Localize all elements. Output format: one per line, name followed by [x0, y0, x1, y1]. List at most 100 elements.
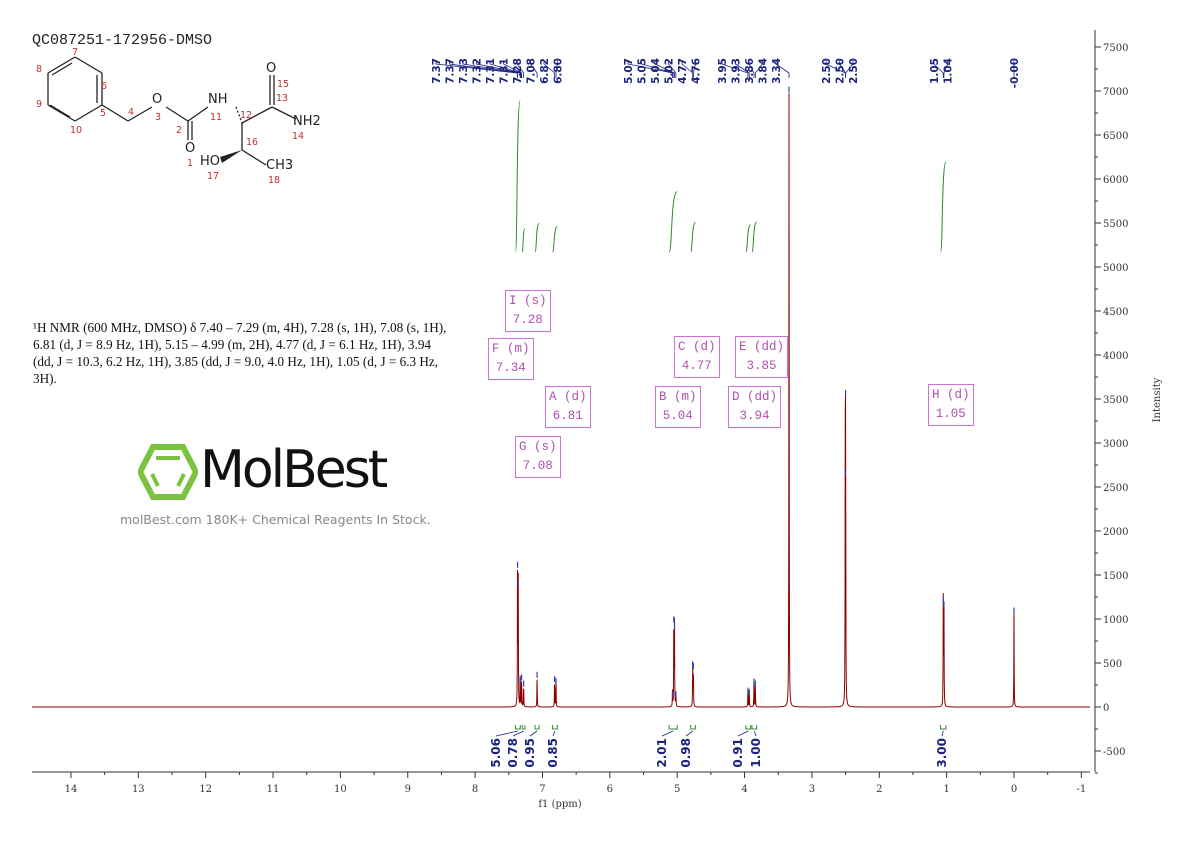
- integral-value: 0.91: [731, 738, 745, 768]
- peak-label: 5.02: [664, 58, 676, 84]
- peak-label-connector: [845, 61, 854, 78]
- peak-label: 7.37: [445, 58, 457, 84]
- y-tick-label: 7500: [1103, 43, 1128, 54]
- peak-label-connector: [943, 61, 948, 78]
- y-axis-label: Intensity: [1152, 377, 1163, 422]
- peak-label-connector: [641, 61, 675, 78]
- peak-label-connector: [754, 61, 763, 78]
- watermark-tagline: molBest.com 180K+ Chemical Reagents In S…: [120, 512, 431, 527]
- y-tick-label: 1500: [1103, 571, 1128, 582]
- multiplet-box-c: C (d) 4.77: [674, 336, 720, 378]
- peak-label: 2.50: [821, 58, 833, 84]
- integral-curve: [940, 161, 947, 253]
- x-tick-label: 0: [1011, 784, 1017, 795]
- multiplet-shift: 4.77: [681, 359, 712, 373]
- x-tick-label: 13: [132, 784, 145, 795]
- molecule-structure: O NH O O NH2 HO CH3 1 2 3 4 5 6 7 8 9 10…: [36, 47, 321, 186]
- integral-value: 0.85: [546, 738, 560, 768]
- atom-number: 4: [128, 107, 134, 118]
- x-tick-label: 3: [809, 784, 815, 795]
- y-tick-label: 2000: [1103, 527, 1128, 538]
- x-tick-label: 14: [65, 784, 78, 795]
- atom-o15: O: [266, 61, 276, 76]
- peak-label-connector: [503, 61, 522, 78]
- integral-curve: [534, 223, 540, 253]
- integral-value: 0.78: [506, 738, 520, 768]
- integral-connector: [552, 730, 556, 737]
- x-tick-label: 7: [539, 784, 545, 795]
- multiplet-label: D (dd): [732, 390, 778, 404]
- integral-bracket: [690, 725, 696, 730]
- multiplet-shift: 7.08: [522, 459, 553, 473]
- peak-label: 6.82: [539, 58, 551, 84]
- peak-label: 7.37: [431, 58, 443, 84]
- peak-label-connector: [775, 61, 790, 78]
- peak-label: 3.34: [771, 58, 783, 84]
- atom-ch3: CH3: [266, 158, 293, 173]
- peak-label-connector: [933, 61, 944, 78]
- y-tick-label: 3500: [1103, 395, 1128, 406]
- peak-label-connector: [476, 61, 522, 78]
- integral-value: 0.95: [523, 738, 537, 768]
- integral-value: 3.00: [935, 738, 949, 768]
- peak-label: 2.50: [835, 58, 847, 84]
- multiplet-label: B (m): [659, 390, 697, 404]
- y-tick-label: 0: [1103, 703, 1109, 714]
- integral-curve: [690, 222, 696, 253]
- x-tick-label: 8: [472, 784, 478, 795]
- peak-label-connector: [748, 61, 755, 78]
- atom-number: 18: [268, 175, 280, 186]
- y-tick-label: -500: [1103, 747, 1125, 758]
- integral-value: 5.06: [489, 738, 503, 768]
- atom-nh2: NH2: [293, 114, 321, 129]
- atom-number: 15: [277, 79, 289, 90]
- integral-curve: [745, 224, 752, 253]
- atom-number: 17: [207, 171, 219, 182]
- integral-connector: [529, 730, 538, 737]
- integral-bracket: [521, 725, 526, 730]
- peak-label-connector: [543, 61, 556, 78]
- peak-label: 5.07: [623, 58, 635, 84]
- y-tick-label: 500: [1103, 659, 1122, 670]
- x-tick-label: 2: [876, 784, 882, 795]
- atom-number: 16: [246, 137, 258, 148]
- sample-name: QC087251-172956-DMSO: [32, 32, 213, 49]
- atom-o1: O: [185, 141, 195, 156]
- peak-label: 7.33: [458, 58, 470, 84]
- multiplet-shift: 7.28: [512, 313, 543, 327]
- peak-label: 7.28: [512, 58, 524, 84]
- peak-label: 3.95: [717, 58, 729, 84]
- integral-curve: [751, 221, 758, 253]
- integral-value: 0.98: [679, 738, 693, 768]
- peak-label: 7.08: [526, 58, 538, 84]
- y-tick-label: 6500: [1103, 131, 1128, 142]
- multiplet-label: H (d): [932, 388, 970, 402]
- multiplet-shift: 3.85: [746, 359, 777, 373]
- integral-connector: [941, 730, 944, 737]
- peak-label: 1.05: [929, 58, 941, 84]
- multiplet-box-i: I (s) 7.28: [505, 290, 551, 332]
- atom-o3: O: [152, 92, 162, 107]
- multiplet-label: G (s): [519, 440, 557, 454]
- peak-label-connector: [721, 61, 749, 78]
- atom-number: 14: [292, 131, 304, 142]
- atom-number: 9: [36, 99, 42, 110]
- integral-bracket: [940, 725, 947, 730]
- peak-label: 3.84: [758, 58, 770, 84]
- y-tick-label: 7000: [1103, 87, 1128, 98]
- peak-label-connector: [555, 61, 558, 78]
- spectrum-line: [32, 93, 1090, 708]
- y-tick-label: 3000: [1103, 439, 1128, 450]
- multiplet-box-g: G (s) 7.08: [515, 436, 561, 478]
- y-tick-label: 4000: [1103, 351, 1128, 362]
- atom-number: 12: [240, 110, 252, 121]
- y-tick-label: 5000: [1103, 263, 1128, 274]
- y-tick-label: 1000: [1103, 615, 1128, 626]
- x-tick-label: 4: [741, 784, 747, 795]
- peak-label: 3.86: [744, 58, 756, 84]
- atom-number: 8: [36, 64, 42, 75]
- integral-bracket: [668, 725, 678, 730]
- atom-number: 6: [101, 81, 107, 92]
- y-tick-label: 2500: [1103, 483, 1128, 494]
